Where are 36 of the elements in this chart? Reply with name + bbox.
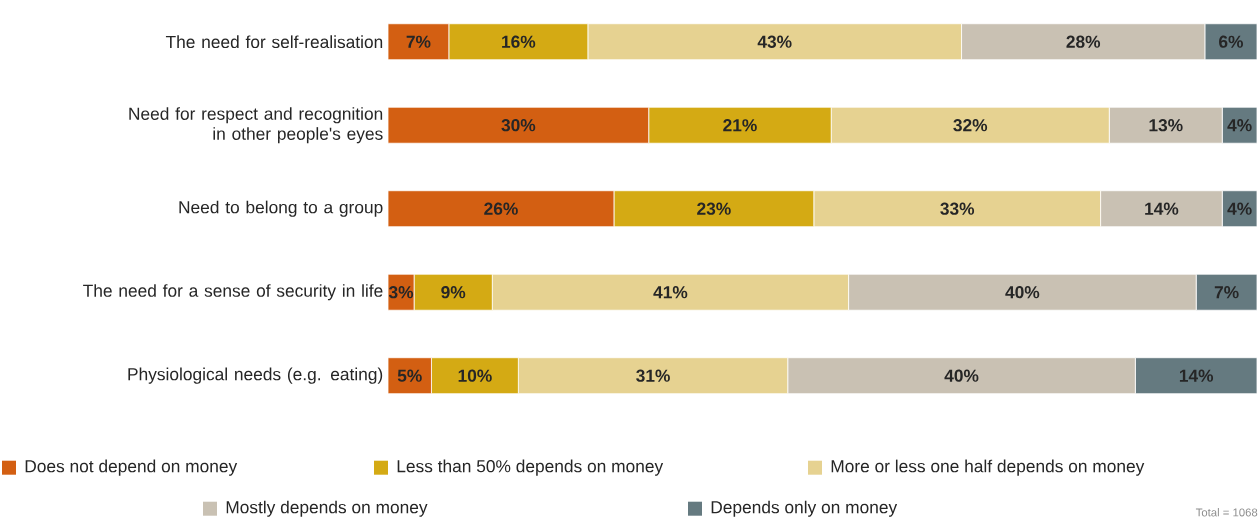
y-tick-label: Need for respect and recognition in other people's eyes [129,107,383,144]
data-label: 4% [1227,119,1252,132]
legend-label: More or less one half depends on money [831,459,1145,476]
data-label: 7% [1214,286,1239,299]
data-label: 16% [502,35,536,49]
data-label: 28% [1066,35,1101,49]
data-label: 40% [1005,286,1040,299]
data-label: 40% [944,369,979,382]
legend-label: Mostly depends on money [226,500,428,517]
data-label: 3% [388,286,414,299]
legend-label: Depends only on money [711,500,898,517]
data-label: 33% [940,202,975,215]
data-label: 31% [636,369,670,382]
data-label: 10% [458,369,492,382]
data-label: 9% [441,286,466,299]
data-label: 14% [1179,369,1214,382]
data-label: 43% [757,35,792,49]
y-tick-label: Need to belong to a group [179,200,383,217]
data-label: 21% [723,119,757,132]
legend-label: Less than 50% depends on money [397,459,664,476]
data-label: 23% [697,202,731,215]
legend-label: Does not depend on money [25,459,238,476]
data-label: 7% [406,35,431,48]
data-label: 30% [501,119,536,132]
text: Total = 1068 [1195,508,1258,517]
data-label: 32% [953,119,988,132]
data-label: 14% [1145,202,1179,215]
y-tick-label: The need for self-realisation [165,35,383,49]
data-label: 4% [1227,202,1252,215]
y-tick-label: Physiological needs (e.g. eating) [128,367,383,384]
data-label: 6% [1219,35,1243,49]
data-label: 13% [1149,119,1183,132]
data-label: 26% [484,202,518,215]
y-tick-label: The need for a sense of security in life [83,284,383,301]
data-label: 5% [397,369,422,382]
data-label: 41% [653,286,688,299]
